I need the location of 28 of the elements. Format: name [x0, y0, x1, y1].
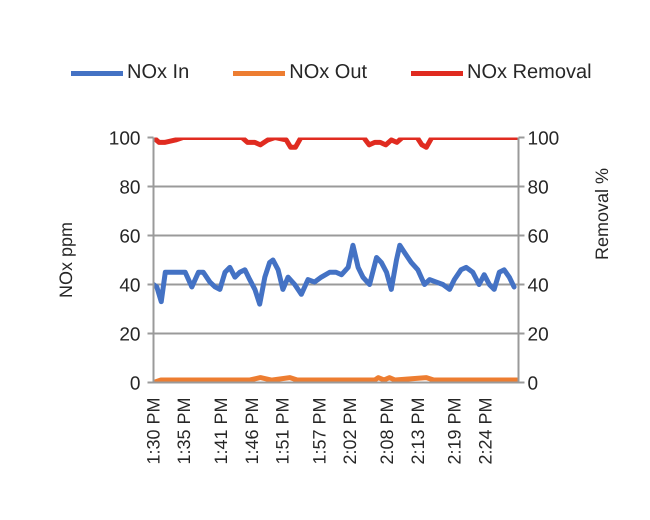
x-tick-label: 1:46 PM — [242, 397, 262, 465]
y-tick-label: 0 — [130, 374, 141, 394]
x-tick-label: 2:02 PM — [340, 397, 360, 465]
x-tick-label: 1:30 PM — [144, 397, 164, 465]
x-tick-label: 1:51 PM — [272, 397, 293, 465]
y-tick-label: 100 — [108, 128, 140, 150]
x-tick-label: 1:35 PM — [174, 397, 194, 465]
y2-tick-label: 0 — [528, 374, 538, 394]
y2-tick-label: 80 — [528, 178, 549, 198]
y2-tick-label: 20 — [528, 324, 549, 346]
x-tick-label: 2:08 PM — [376, 397, 397, 465]
legend-label: NOx Removal — [467, 61, 592, 84]
x-tick-label: 1:41 PM — [210, 397, 231, 465]
y-axis-title: NOx ppm — [56, 222, 76, 298]
y-tick-label: 20 — [119, 324, 141, 346]
legend-label: NOx Out — [289, 61, 368, 84]
x-tick-label: 2:13 PM — [408, 397, 428, 465]
x-tick-label: 1:57 PM — [309, 397, 330, 465]
y2-tick-label: 60 — [528, 226, 549, 248]
y2-tick-label: 40 — [528, 276, 549, 296]
x-tick-label: 2:24 PM — [475, 397, 496, 465]
y2-tick-label: 100 — [528, 128, 560, 150]
y-tick-label: 40 — [119, 276, 141, 296]
y-tick-label: 60 — [119, 226, 141, 248]
x-tick-label: 2:19 PM — [444, 397, 465, 465]
legend-label: NOx In — [127, 61, 190, 84]
y-tick-label: 80 — [119, 178, 141, 198]
y2-axis-title: Removal % — [592, 168, 612, 260]
